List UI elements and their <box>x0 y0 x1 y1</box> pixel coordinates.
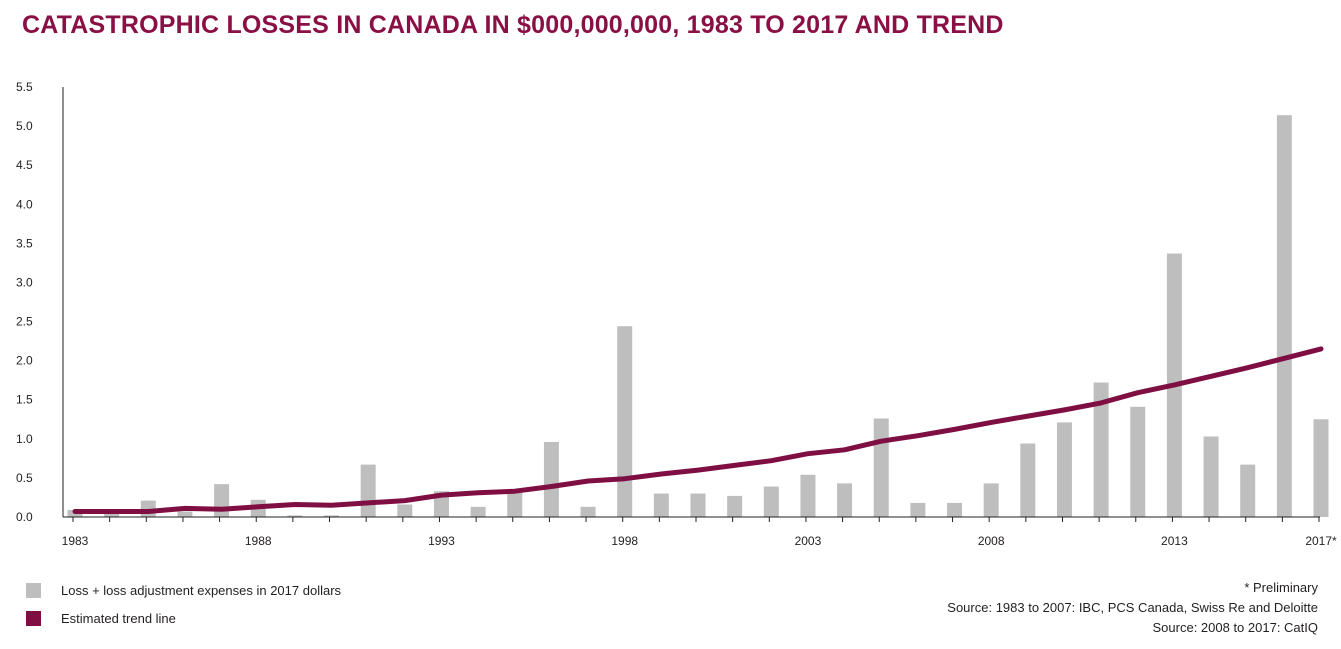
x-tick-label: 1983 <box>62 534 89 548</box>
bar-1984 <box>104 513 120 517</box>
legend-swatch-bars <box>26 582 41 598</box>
note-preliminary: * Preliminary <box>1244 580 1318 595</box>
y-tick-label: 2.0 <box>16 354 33 368</box>
y-tick-label: 0.0 <box>16 510 33 524</box>
trend-line <box>72 346 1324 514</box>
y-tick-label: 1.0 <box>16 432 33 446</box>
note-source-1983-2007: Source: 1983 to 2007: IBC, PCS Canada, S… <box>947 600 1318 615</box>
chart-plot: 0.0 0.5 1.0 1.5 2.0 2.5 3.0 3.5 4.0 4.5 5.0 5.5 198… <box>16 80 1337 548</box>
bar-1986 <box>177 511 193 517</box>
y-tick-label: 1.5 <box>16 393 33 407</box>
x-tick-label: 2003 <box>795 534 822 548</box>
source-notes: * Preliminary Source: 1983 to 2007: IBC,… <box>947 578 1318 638</box>
bar-1989 <box>287 515 303 517</box>
bar-2008 <box>983 483 999 517</box>
x-tick-label: 1993 <box>428 534 455 548</box>
bar-2010 <box>1056 422 1072 517</box>
legend-label-trend: Estimated trend line <box>61 610 176 626</box>
chart-title: CATASTROPHIC LOSSES IN CANADA IN $000,00… <box>22 11 1004 39</box>
x-tick-label: 2008 <box>978 534 1005 548</box>
bar-1992 <box>397 504 413 517</box>
bar-2014 <box>1203 436 1219 517</box>
bar-2017 <box>1313 419 1329 517</box>
legend-item-trend: Estimated trend line <box>26 604 341 632</box>
y-tick-label: 2.5 <box>16 315 33 329</box>
bar-2012 <box>1130 406 1146 517</box>
bar-2004 <box>837 483 853 517</box>
bar-2001 <box>727 495 743 517</box>
bar-2006 <box>910 502 926 517</box>
y-tick-label: 4.0 <box>16 197 33 211</box>
y-tick-label: 3.5 <box>16 236 33 250</box>
bar-2000 <box>690 493 706 517</box>
bar-1996 <box>543 441 559 517</box>
bar-1994 <box>470 506 486 517</box>
bar-2009 <box>1020 443 1036 517</box>
bar-2015 <box>1240 464 1256 517</box>
x-tick-label: 1998 <box>611 534 638 548</box>
bar-1997 <box>580 506 596 517</box>
legend-swatch-trend <box>26 610 41 626</box>
bar-1990 <box>324 515 340 517</box>
bar-1998 <box>617 326 633 517</box>
bar-1999 <box>653 493 669 517</box>
legend-label-bars: Loss + loss adjustment expenses in 2017 … <box>61 582 342 598</box>
bar-2016 <box>1276 115 1292 518</box>
bar-2011 <box>1093 382 1109 517</box>
y-tick-label: 5.0 <box>16 119 33 133</box>
bar-1991 <box>360 464 376 517</box>
y-tick-label: 4.5 <box>16 158 33 172</box>
bar-2007 <box>947 502 963 517</box>
bar-1995 <box>507 491 523 517</box>
x-tick-label: 2017* <box>1305 534 1337 548</box>
x-tick-label: 1988 <box>245 534 272 548</box>
legend-item-bars: Loss + loss adjustment expenses in 2017 … <box>26 576 341 604</box>
legend: Loss + loss adjustment expenses in 2017 … <box>26 576 341 632</box>
y-tick-label: 0.5 <box>16 471 33 485</box>
bar-2003 <box>800 474 816 517</box>
bar-2005 <box>873 418 889 517</box>
y-tick-label: 5.5 <box>16 80 33 94</box>
bar-1987 <box>214 484 230 517</box>
bar-2002 <box>763 486 779 517</box>
x-tick-label: 2013 <box>1161 534 1188 548</box>
note-source-2008-2017: Source: 2008 to 2017: CatIQ <box>1152 620 1319 635</box>
y-tick-label: 3.0 <box>16 275 33 289</box>
